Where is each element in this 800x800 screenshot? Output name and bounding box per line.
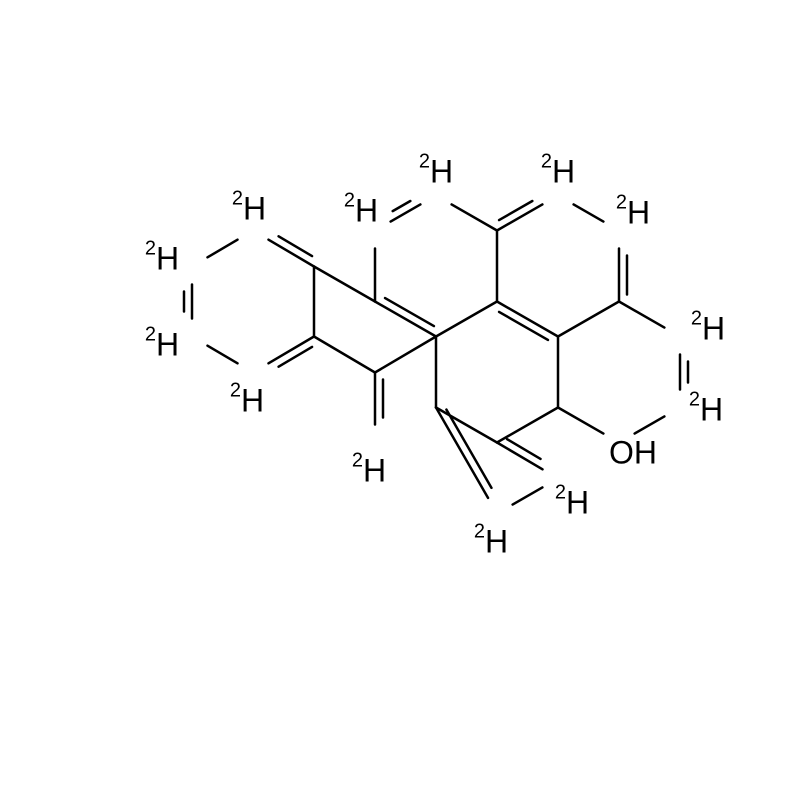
deuterium-label: 2H: [474, 521, 508, 560]
deuterium-label: 2H: [691, 308, 725, 347]
hydroxyl-label: OH: [609, 435, 657, 471]
deuterium-label: 2H: [232, 188, 266, 227]
deuterium-label: 2H: [352, 450, 386, 489]
deuterium-label: 2H: [555, 482, 589, 521]
deuterium-label: 2H: [230, 380, 264, 419]
deuterium-label: 2H: [689, 389, 723, 428]
deuterium-label: 2H: [344, 190, 378, 229]
deuterium-label: 2H: [145, 238, 179, 277]
deuterium-label: 2H: [541, 151, 575, 190]
deuterium-label: 2H: [616, 192, 650, 231]
chemical-structure-diagram: OH 2H 2H 2H 2H 2H 2H 2H 2H 2H 2H 2H 2H 2H: [0, 0, 800, 800]
deuterium-label: 2H: [145, 324, 179, 363]
deuterium-label: 2H: [419, 151, 453, 190]
